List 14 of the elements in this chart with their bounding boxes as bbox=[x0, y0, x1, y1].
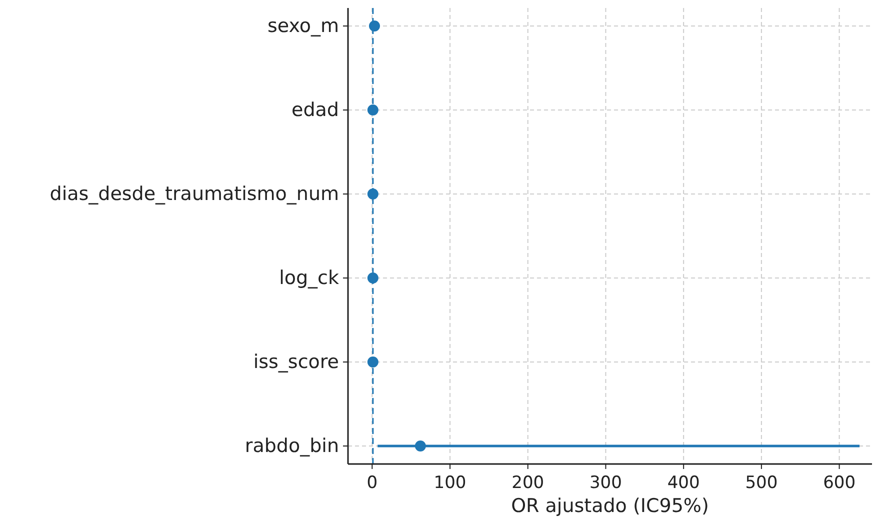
x-tick-label: 200 bbox=[512, 473, 544, 493]
x-tick-label: 300 bbox=[589, 473, 622, 493]
y-tick-label: sexo_m bbox=[267, 15, 339, 37]
x-axis-title: OR ajustado (IC95%) bbox=[511, 495, 709, 517]
x-tick-label: 400 bbox=[667, 473, 700, 493]
x-tick-label: 500 bbox=[745, 473, 778, 493]
x-tick-label: 0 bbox=[366, 473, 378, 493]
y-tick-label: iss_score bbox=[253, 351, 339, 373]
y-tick-label: dias_desde_traumatismo_num bbox=[50, 183, 339, 205]
x-tick-label: 100 bbox=[434, 473, 466, 493]
x-tick-label: 600 bbox=[823, 473, 856, 493]
y-tick-label: edad bbox=[292, 99, 339, 121]
y-tick-label: rabdo_bin bbox=[244, 435, 339, 457]
y-tick-label: log_ck bbox=[279, 267, 339, 289]
